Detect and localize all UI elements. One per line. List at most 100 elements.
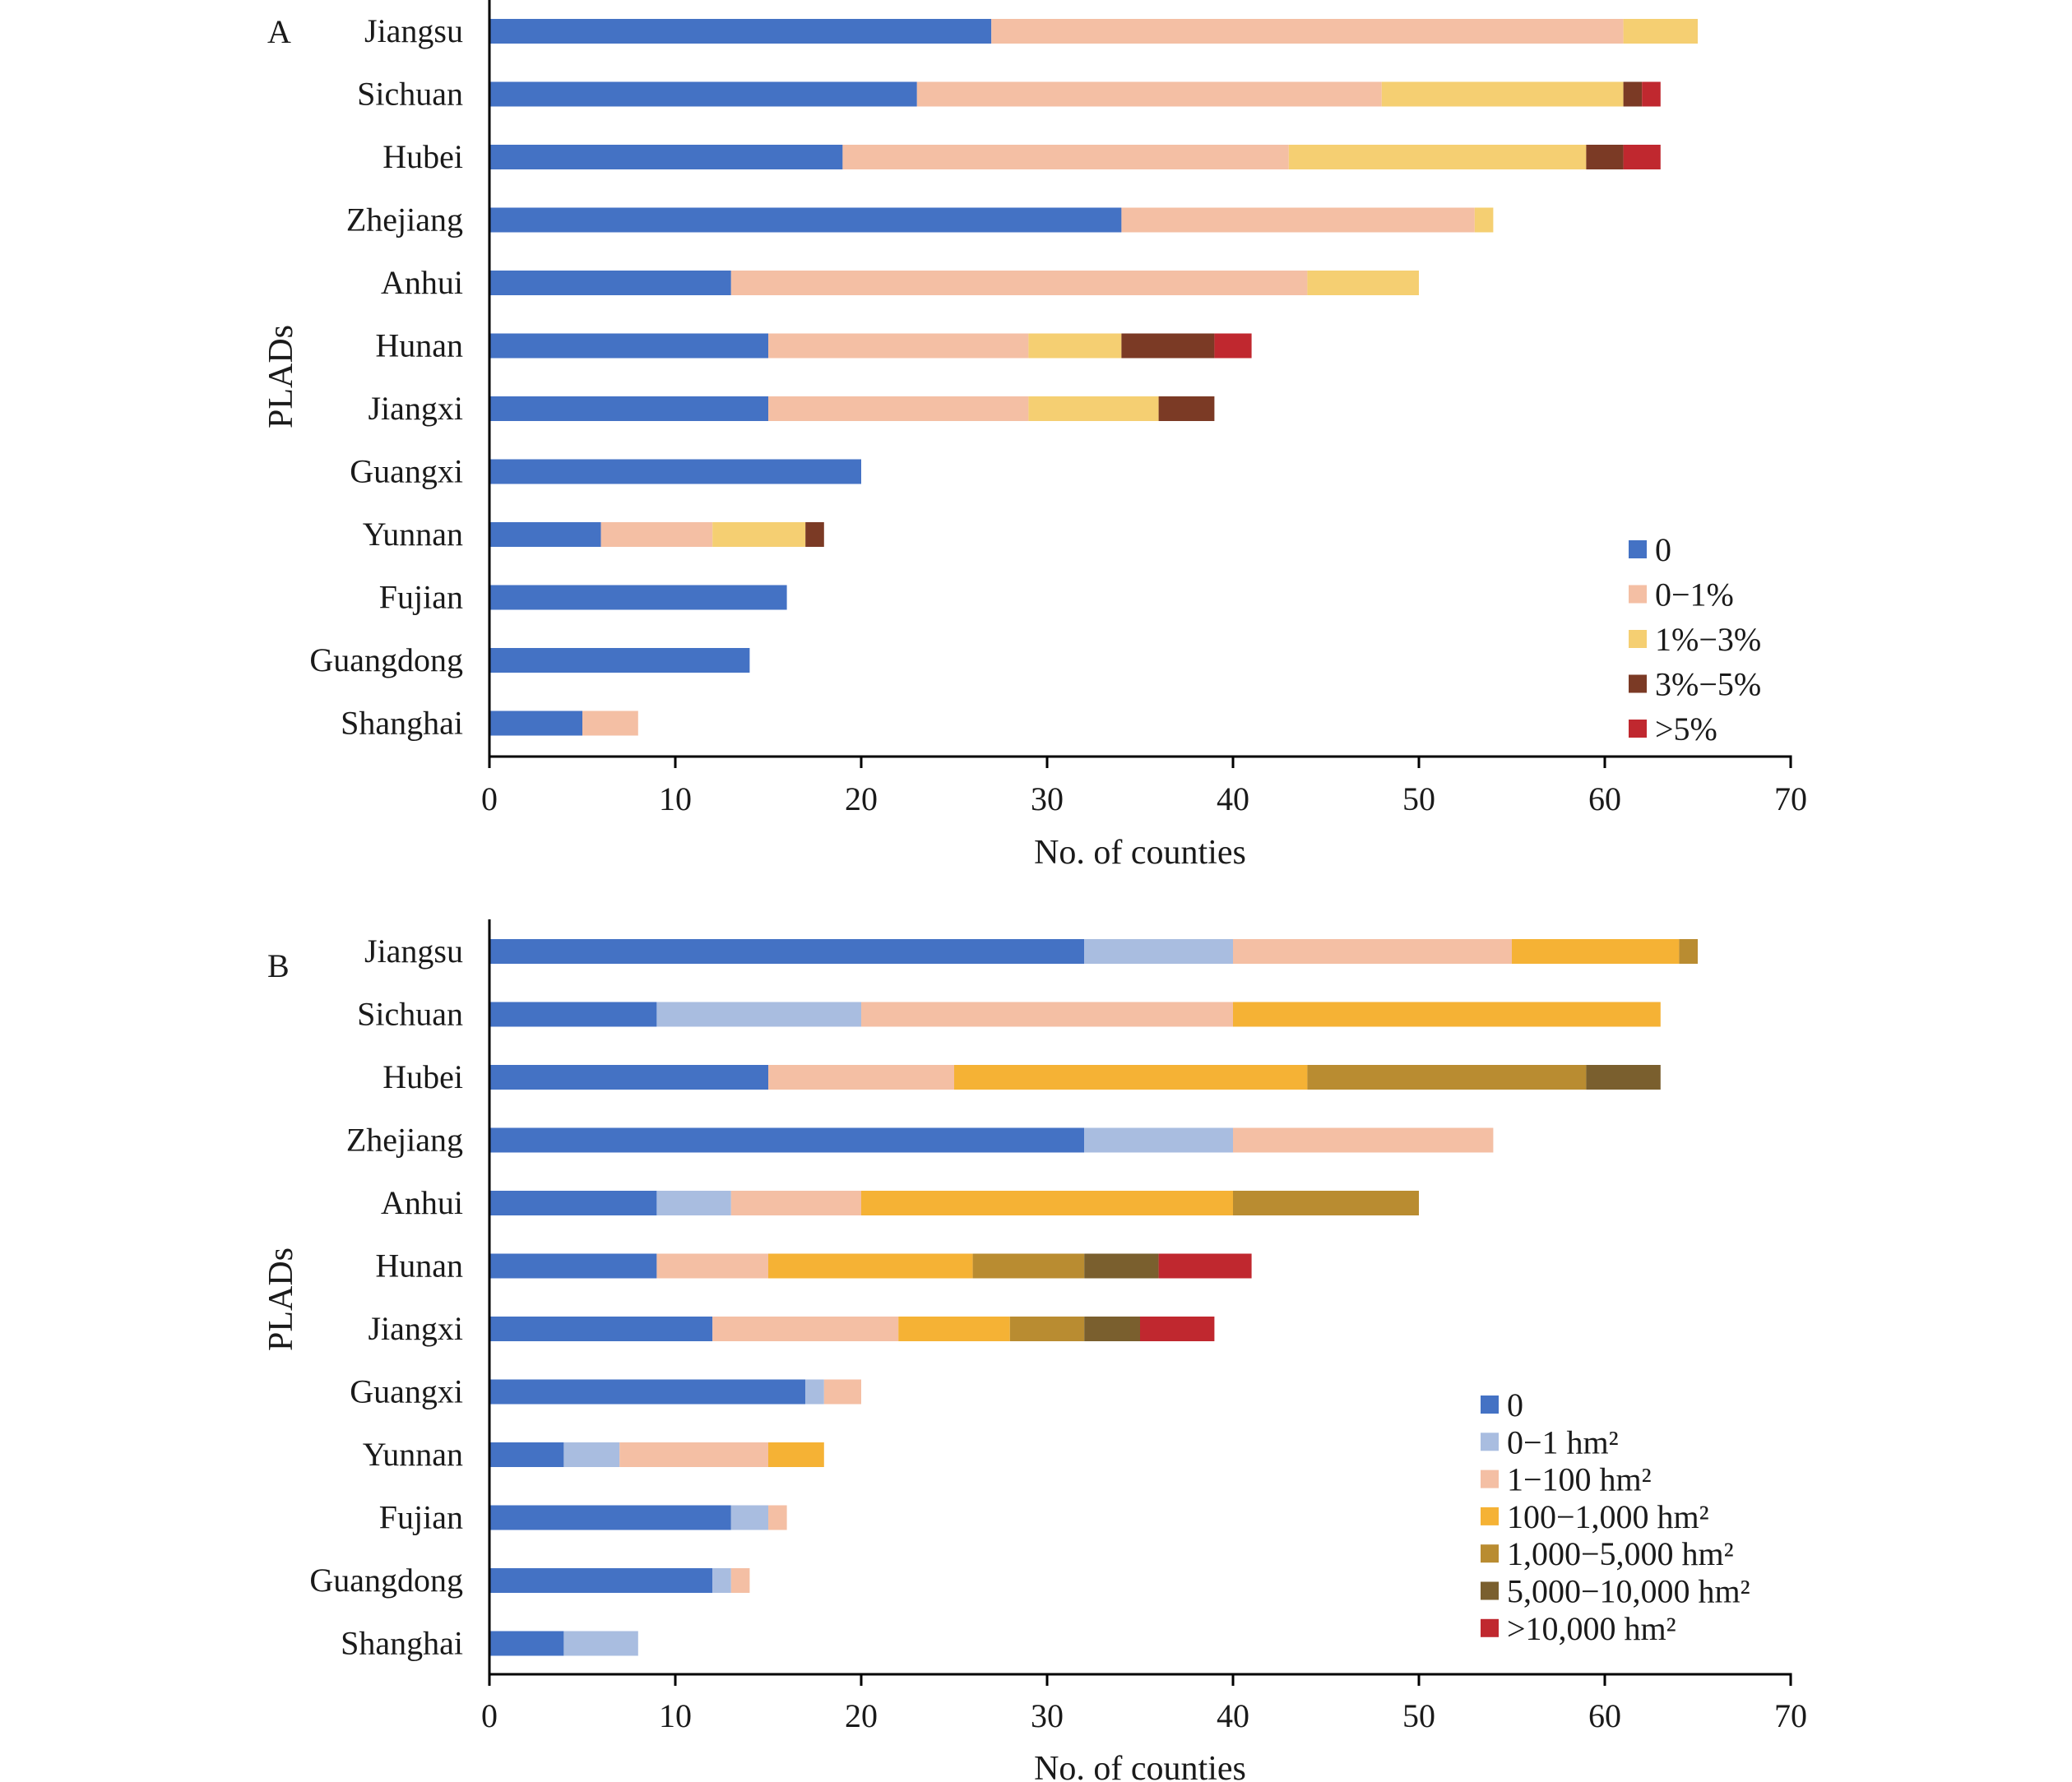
x-tick-label: 0 — [481, 780, 498, 817]
bar-segment — [898, 1317, 1010, 1341]
category-label: Jiangsu — [364, 933, 463, 970]
category-label: Anhui — [381, 264, 463, 301]
bar-segment — [730, 1191, 861, 1215]
bar-segment — [823, 1379, 861, 1405]
bar-segment — [1121, 207, 1475, 233]
bar-segment — [489, 939, 1085, 964]
bar-segment — [1381, 81, 1624, 107]
x-tick-label: 40 — [1217, 780, 1249, 817]
legend-label: >5% — [1655, 710, 1717, 748]
bar-segment — [489, 145, 843, 169]
legend-label: 0 — [1655, 531, 1671, 568]
legend-swatch — [1481, 1470, 1499, 1488]
x-tick-label: 10 — [659, 1697, 692, 1734]
bar-segment — [712, 1317, 899, 1341]
legend-label: 1%−3% — [1655, 621, 1761, 658]
bar-segment — [489, 19, 992, 44]
bar-segment — [1121, 333, 1215, 359]
bar-segment — [582, 710, 638, 736]
legend-label: 0−1 hm² — [1507, 1423, 1619, 1460]
y-axis-title: PLADs — [262, 325, 300, 428]
bar-segment — [489, 710, 582, 736]
bar-segment — [1586, 1065, 1661, 1090]
bar-segment — [861, 1002, 1233, 1027]
legend-label: >10,000 hm² — [1507, 1610, 1676, 1647]
category-label: Hubei — [382, 138, 463, 175]
category-label: Hunan — [375, 327, 463, 364]
bar-segment — [954, 1065, 1308, 1090]
bar-segment — [489, 459, 861, 484]
bar-segment — [1084, 939, 1233, 964]
bar-segment — [1158, 396, 1215, 421]
legend-label: 3%−5% — [1655, 666, 1761, 703]
bar-segment — [656, 1191, 731, 1215]
legend-swatch — [1481, 1433, 1499, 1451]
panel-letter-a: A — [267, 13, 291, 50]
panel-letter-b: B — [267, 947, 290, 984]
bar-segment — [768, 1505, 787, 1530]
bar-segment — [489, 1317, 713, 1341]
bar-segment — [972, 1253, 1085, 1279]
legend-swatch — [1629, 720, 1647, 738]
bar-segment — [489, 271, 731, 295]
legend-swatch — [1481, 1618, 1499, 1637]
category-label: Anhui — [381, 1184, 463, 1221]
bar-segment — [1474, 207, 1494, 233]
legend-a: 0 0−1% 1%−3% 3%−5% >5% — [1629, 531, 1761, 748]
category-label: Fujian — [379, 579, 463, 616]
bar-segment — [1233, 939, 1512, 964]
x-tick-label: 30 — [1031, 780, 1064, 817]
category-label: Guangxi — [350, 1373, 463, 1410]
bar-segment — [489, 1568, 713, 1593]
bar-segment — [1084, 1317, 1140, 1341]
bar-segment — [1214, 333, 1252, 359]
bar-segment — [1084, 1253, 1159, 1279]
legend-swatch — [1481, 1507, 1499, 1525]
bar-segment — [656, 1253, 768, 1279]
bar-segment — [842, 145, 1289, 169]
bar-segment — [768, 333, 1029, 359]
legend-label: 5,000−10,000 hm² — [1507, 1573, 1750, 1610]
bar-segment — [805, 522, 824, 547]
x-tick-label: 50 — [1402, 780, 1435, 817]
category-label: Jiangxi — [368, 390, 463, 427]
bar-segment — [619, 1442, 768, 1467]
bar-segment — [1233, 1002, 1661, 1027]
bar-segment — [563, 1631, 638, 1656]
bar-segment — [489, 333, 768, 359]
panel-a: A Jiangsu Sichuan Hubei Zhejiang Anhui Hunan Ji… — [262, 0, 1807, 872]
category-label: Zhejiang — [346, 201, 463, 238]
bar-segment — [768, 1253, 973, 1279]
legend-swatch — [1481, 1396, 1499, 1414]
bar-segment — [1642, 81, 1661, 107]
bar-segment — [489, 522, 601, 547]
bar-segment — [489, 585, 787, 610]
legend-swatch — [1629, 674, 1647, 693]
category-label: Guangdong — [309, 641, 463, 678]
category-label: Jiangxi — [368, 1310, 463, 1347]
bar-segment — [563, 1442, 620, 1467]
bar-segment — [489, 1442, 564, 1467]
bar-segment — [861, 1191, 1233, 1215]
bar-segment — [1586, 145, 1624, 169]
x-tick-label: 10 — [659, 780, 692, 817]
bar-segment — [489, 1379, 806, 1405]
bar-segment — [489, 1505, 731, 1530]
bar-segment — [1084, 1127, 1233, 1153]
category-label: Guangxi — [350, 453, 463, 490]
category-label: Shanghai — [341, 705, 463, 742]
x-axis-title: No. of counties — [1034, 1750, 1246, 1782]
bar-segment — [1009, 1317, 1085, 1341]
x-tick-label: 60 — [1588, 1697, 1621, 1734]
bar-segment — [768, 1442, 824, 1467]
category-label: Zhejiang — [346, 1122, 463, 1159]
legend-swatch — [1629, 630, 1647, 648]
bar-segment — [489, 1631, 564, 1656]
bar-segment — [1307, 271, 1419, 295]
bar-segment — [916, 81, 1382, 107]
x-tick-label: 60 — [1588, 780, 1621, 817]
legend-swatch — [1481, 1581, 1499, 1600]
category-label: Hubei — [382, 1058, 463, 1095]
